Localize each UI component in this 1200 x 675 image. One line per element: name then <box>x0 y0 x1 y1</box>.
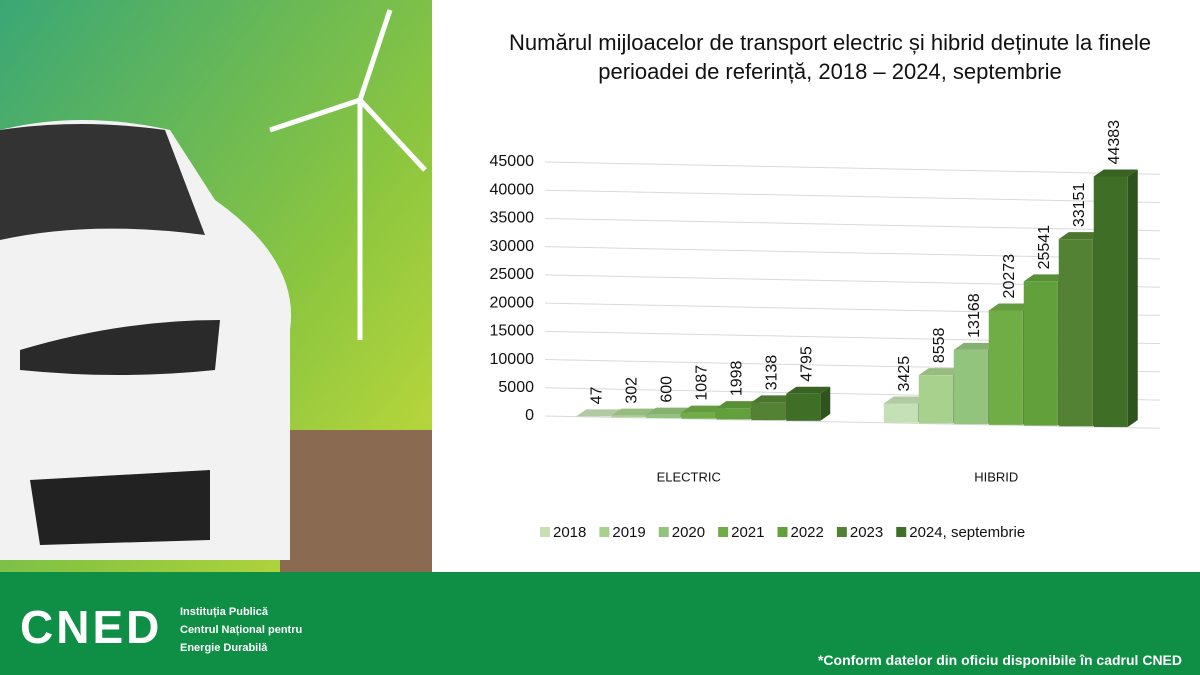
org-line: Centrul Național pentru <box>180 624 303 636</box>
legend-swatch <box>540 527 550 537</box>
y-tick-label: 30000 <box>490 238 535 255</box>
y-tick-label: 25000 <box>490 266 535 283</box>
y-tick-label: 20000 <box>490 294 535 311</box>
chart-title: Numărul mijloacelor de transport electri… <box>509 30 1151 84</box>
grid-line <box>544 161 1161 175</box>
data-label: 8558 <box>931 327 948 363</box>
data-label: 47 <box>588 386 605 404</box>
bar <box>1023 281 1058 426</box>
bar-top <box>1058 232 1103 240</box>
y-tick-label: 10000 <box>490 351 535 368</box>
bar-top <box>611 408 656 416</box>
legend-label: 2022 <box>791 524 824 541</box>
bar <box>751 402 786 421</box>
bar-top <box>883 396 928 404</box>
bar-top <box>751 395 796 403</box>
bar <box>1058 239 1093 427</box>
y-tick-label: 0 <box>525 407 534 424</box>
logo: CNED <box>20 601 163 653</box>
legend-swatch <box>777 527 788 537</box>
chart: 0 5000 10000 15000 20000 25000 30000 35000 40000… <box>490 120 1161 541</box>
bar-top <box>918 368 963 376</box>
grid-line <box>544 246 1161 260</box>
grid-line <box>544 189 1161 204</box>
bar-side <box>1127 169 1138 427</box>
data-label: 33151 <box>1071 183 1088 228</box>
bar-side <box>820 386 831 421</box>
legend-label: 2021 <box>731 524 764 541</box>
bar <box>988 310 1023 425</box>
org-line: Instituția Publică <box>180 606 269 618</box>
legend-label: 2020 <box>672 524 705 541</box>
y-tick-label: 45000 <box>490 153 535 170</box>
y-tick-label: 40000 <box>490 181 535 198</box>
data-label: 1998 <box>728 360 745 396</box>
data-label: 3425 <box>896 356 913 392</box>
bar <box>953 349 988 425</box>
bar <box>918 375 953 424</box>
photo <box>0 0 432 572</box>
bar <box>786 393 821 421</box>
bar <box>611 415 646 418</box>
data-label: 3138 <box>763 355 780 391</box>
data-label: 25541 <box>1036 225 1053 270</box>
data-label: 13168 <box>966 293 983 338</box>
data-label: 1087 <box>693 365 710 401</box>
data-label: 600 <box>658 376 675 403</box>
data-label: 4795 <box>798 346 815 382</box>
legend-swatch <box>836 527 847 537</box>
grid-line <box>544 415 1161 429</box>
legend-label: 2018 <box>553 524 586 541</box>
bar-top <box>1023 274 1068 282</box>
legend-swatch <box>896 527 907 537</box>
bar-top <box>988 303 1033 311</box>
bar <box>883 403 918 423</box>
data-label: 302 <box>623 377 640 404</box>
bar <box>646 414 681 419</box>
bar-top <box>953 342 998 350</box>
bar <box>681 412 716 419</box>
org-line: Energie Durabilă <box>180 642 268 654</box>
y-tick-label: 15000 <box>490 323 535 340</box>
bar-top <box>716 401 761 409</box>
legend-swatch <box>658 527 669 537</box>
bar-top <box>646 407 691 415</box>
legend-label: 2019 <box>612 524 645 541</box>
legend-swatch <box>718 527 729 537</box>
bar-top <box>681 405 726 413</box>
legend-label: 2023 <box>850 524 883 541</box>
bar-top <box>786 386 831 394</box>
bar-top <box>1093 169 1138 177</box>
footnote: *Conform datelor din oficiu disponibile … <box>817 652 1182 668</box>
bar <box>716 408 751 420</box>
footer: CNED Instituția Publică Centrul Național… <box>0 572 1200 675</box>
bar-top <box>576 409 621 417</box>
grid-line <box>544 217 1161 232</box>
legend-swatch <box>599 527 610 537</box>
x-tick-label: ELECTRIC <box>657 469 721 484</box>
y-tick-label: 5000 <box>498 379 534 396</box>
bar <box>1093 176 1128 427</box>
x-tick-label: HIBRID <box>974 469 1018 484</box>
y-tick-label: 35000 <box>490 210 535 227</box>
data-label: 44383 <box>1106 120 1123 165</box>
data-label: 20273 <box>1001 254 1018 299</box>
legend-label: 2024, septembrie <box>909 524 1025 541</box>
